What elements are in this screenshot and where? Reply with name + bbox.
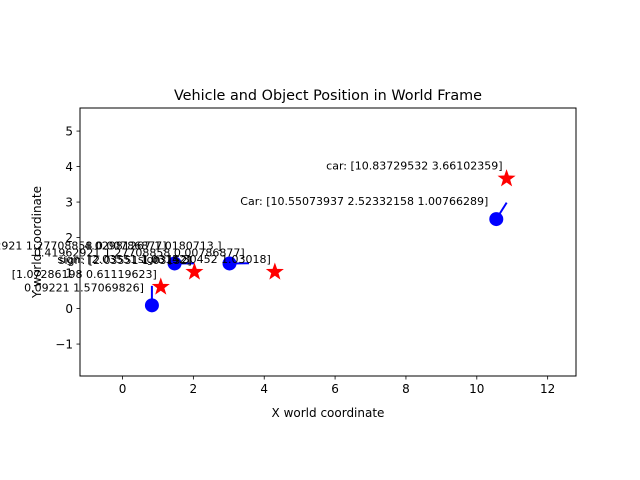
object-star: [497, 169, 516, 187]
y-tick-label: −1: [55, 338, 73, 352]
x-tick-label: 4: [260, 382, 268, 396]
x-tick-label: 10: [469, 382, 484, 396]
vehicle-point: [222, 256, 237, 271]
x-tick-label: 6: [331, 382, 339, 396]
object-label: sign: [4.30452 1.03018]: [138, 253, 271, 266]
y-tick-label: 2: [65, 231, 73, 245]
data-marks: [144, 169, 516, 313]
vehicle-label: 4.02981267 1.0180713 ]: [84, 239, 221, 252]
vehicle-point: [489, 212, 504, 227]
object-label: [1.07286198 0.61119623]: [12, 268, 157, 281]
object-star: [151, 277, 170, 295]
vehicle-point: [144, 298, 159, 313]
y-tick-label: 4: [65, 160, 73, 174]
annotations: 0.09221 1.57069826] 0.41962921 1.27708858…: [0, 160, 503, 295]
overlap-label: sign: [2.03551 1.03152]: [59, 254, 192, 267]
plot-background: [80, 108, 576, 376]
x-axis-ticks: 0 2 4 6 8 10 12: [119, 376, 555, 396]
object-star: [265, 262, 284, 280]
y-tick-label: 1: [65, 267, 73, 281]
x-tick-label: 0: [119, 382, 127, 396]
overlap-label: 0.41962921 1.27708858 0.00786877]: [34, 247, 245, 260]
x-tick-label: 8: [402, 382, 410, 396]
vehicle-label: Car: [10.55073937 2.52332158 1.00766289]: [240, 195, 488, 208]
chart-title: Vehicle and Object Position in World Fra…: [174, 88, 482, 104]
y-axis-ticks: −1 0 1 2 3 4 5: [55, 125, 80, 352]
plot-frame: [79, 107, 577, 377]
vehicle-label: 0.41962921 1.27708858 0.00786877]: [0, 239, 167, 252]
x-axis-label: X world coordinate: [272, 406, 385, 420]
vehicle-point: [167, 256, 182, 271]
object-label: car: [10.83729532 3.66102359]: [326, 160, 502, 173]
object-label: sign: [2.03551 1.03152]: [57, 253, 190, 266]
plot-area: 0.09221 1.57069826] 0.41962921 1.27708858…: [0, 107, 577, 377]
y-tick-label: 0: [65, 302, 73, 316]
y-tick-label: 3: [65, 196, 73, 210]
y-tick-label: 5: [65, 125, 73, 139]
vehicle-label: 0.09221 1.57069826]: [24, 281, 144, 294]
x-tick-label: 12: [540, 382, 555, 396]
object-star: [185, 262, 204, 280]
x-tick-label: 2: [190, 382, 198, 396]
y-axis-label: Y world coordinate: [30, 186, 44, 299]
